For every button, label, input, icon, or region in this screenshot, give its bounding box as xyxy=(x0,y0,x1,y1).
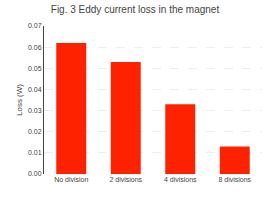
svg-text:0.03: 0.03 xyxy=(28,107,42,114)
svg-text:0.04: 0.04 xyxy=(28,86,42,93)
svg-text:0.00: 0.00 xyxy=(28,170,42,177)
svg-text:4 divisions: 4 divisions xyxy=(164,176,197,183)
svg-text:0.05: 0.05 xyxy=(28,65,42,72)
svg-text:0.07: 0.07 xyxy=(28,22,42,29)
svg-text:0.01: 0.01 xyxy=(28,149,42,156)
svg-text:2 divisions: 2 divisions xyxy=(109,176,142,183)
svg-text:Fig. 3 Eddy current loss in th: Fig. 3 Eddy current loss in the magnet xyxy=(51,4,220,15)
svg-text:8 divisions: 8 divisions xyxy=(218,176,251,183)
svg-text:0.06: 0.06 xyxy=(28,44,42,51)
svg-text:0.02: 0.02 xyxy=(28,128,42,135)
svg-text:No division: No division xyxy=(54,176,88,183)
svg-text:Loss (W): Loss (W) xyxy=(15,84,24,116)
